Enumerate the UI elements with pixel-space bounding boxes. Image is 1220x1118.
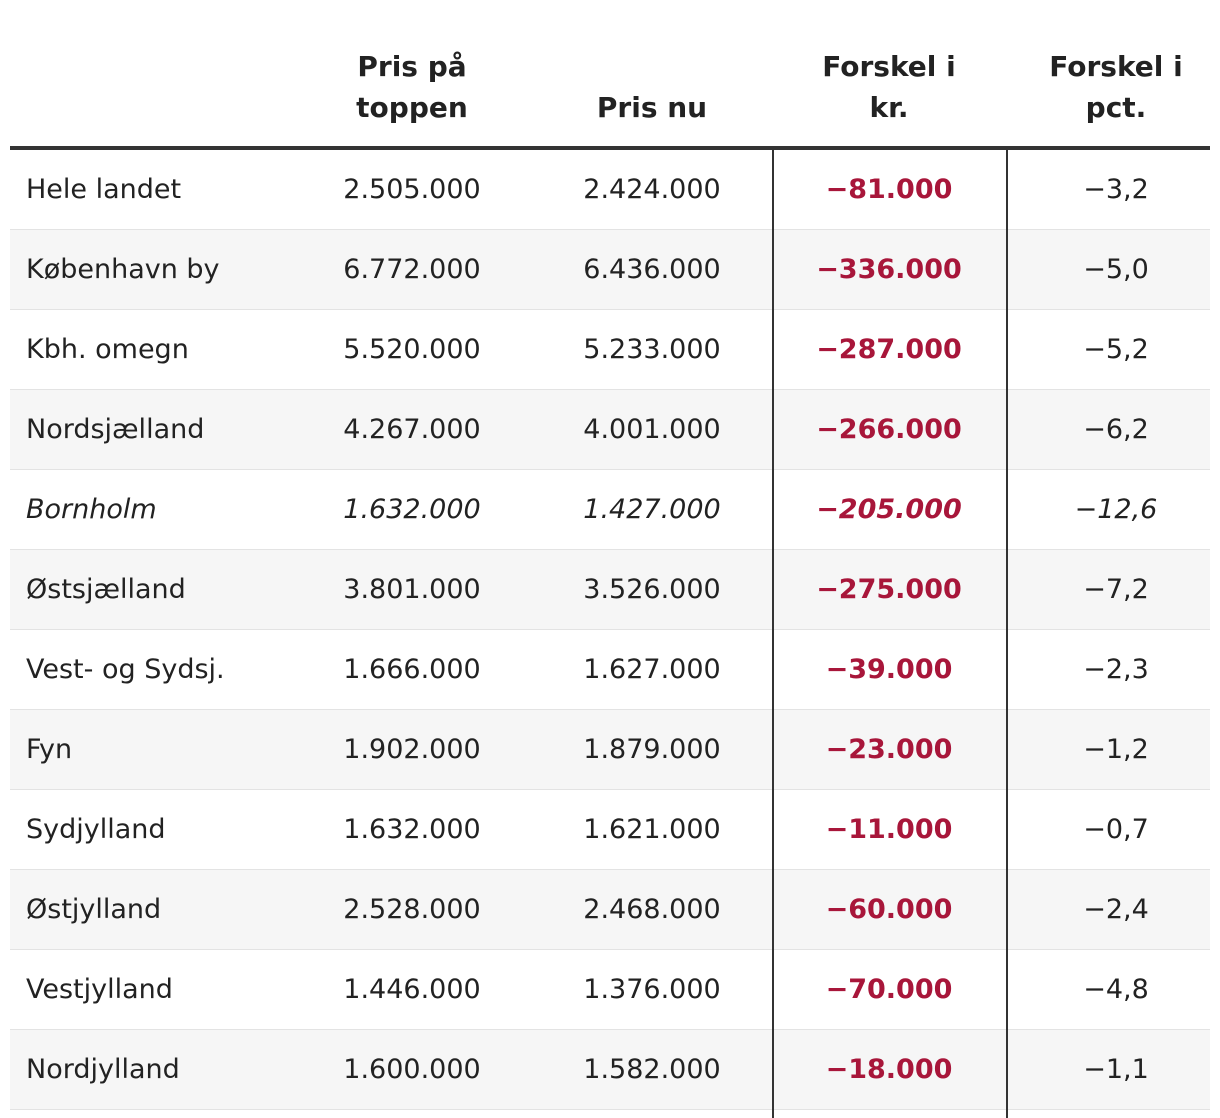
diff-pct-cell: −5,0 xyxy=(1083,254,1149,285)
table-row: Kbh. omegn 5.520.000 5.233.000 −287.000 −5,2 xyxy=(10,310,1210,390)
header-line: pct. xyxy=(1085,91,1147,124)
price-table: Pris på toppen Pris nu Forskel i kr. For… xyxy=(10,0,1210,1110)
diff-kr-cell: −18.000 xyxy=(825,1054,953,1085)
diff-pct-cell: −7,2 xyxy=(1083,574,1149,605)
diff-pct-cell: −2,3 xyxy=(1083,654,1149,685)
table-row: København by 6.772.000 6.436.000 −336.000 −5… xyxy=(10,230,1210,310)
region-cell: Nordjylland xyxy=(26,1054,180,1085)
diff-pct-cell: −0,7 xyxy=(1083,814,1149,845)
table-row: Fyn 1.902.000 1.879.000 −23.000 −1,2 xyxy=(10,710,1210,790)
table-row: Nordjylland 1.600.000 1.582.000 −18.000 −1,1 xyxy=(10,1030,1210,1110)
diff-pct-cell: −2,4 xyxy=(1083,894,1149,925)
diff-pct-cell: −5,2 xyxy=(1083,334,1149,365)
diff-kr-cell: −205.000 xyxy=(816,494,962,525)
diff-pct-cell: −3,2 xyxy=(1083,174,1149,205)
price-top-cell: 6.772.000 xyxy=(343,254,481,285)
header-line: Forskel i xyxy=(1049,50,1183,83)
table-body: Hele landet 2.505.000 2.424.000 −81.000 −3,2… xyxy=(10,150,1210,1110)
diff-pct-cell: −12,6 xyxy=(1074,494,1158,525)
diff-kr-cell: −266.000 xyxy=(816,414,962,445)
table-row: Vestjylland 1.446.000 1.376.000 −70.000 −4,8 xyxy=(10,950,1210,1030)
region-cell: Fyn xyxy=(26,734,73,765)
price-top-cell: 1.666.000 xyxy=(343,654,481,685)
price-now-cell: 1.879.000 xyxy=(583,734,721,765)
diff-kr-cell: −60.000 xyxy=(825,894,953,925)
region-cell: Vestjylland xyxy=(26,974,173,1005)
region-cell: Østsjælland xyxy=(26,574,186,605)
price-top-cell: 2.505.000 xyxy=(343,174,481,205)
diff-kr-cell: −336.000 xyxy=(816,254,962,285)
diff-pct-cell: −1,2 xyxy=(1083,734,1149,765)
diff-pct-cell: −6,2 xyxy=(1083,414,1149,445)
region-cell: Hele landet xyxy=(26,174,182,205)
price-now-cell: 1.427.000 xyxy=(583,494,721,525)
diff-kr-cell: −11.000 xyxy=(825,814,953,845)
price-top-cell: 5.520.000 xyxy=(343,334,481,365)
price-now-cell: 5.233.000 xyxy=(583,334,721,365)
region-cell: København by xyxy=(26,254,220,285)
price-now-cell: 1.582.000 xyxy=(583,1054,721,1085)
price-now-cell: 2.468.000 xyxy=(583,894,721,925)
table-row: Sydjylland 1.632.000 1.621.000 −11.000 −0,7 xyxy=(10,790,1210,870)
region-cell: Østjylland xyxy=(26,894,162,925)
price-top-cell: 2.528.000 xyxy=(343,894,481,925)
price-now-cell: 1.621.000 xyxy=(583,814,721,845)
header-diff-pct: Forskel i pct. xyxy=(1006,46,1220,128)
price-now-cell: 4.001.000 xyxy=(583,414,721,445)
price-now-cell: 6.436.000 xyxy=(583,254,721,285)
price-top-cell: 4.267.000 xyxy=(343,414,481,445)
header-price-at-top: Pris på toppen xyxy=(292,46,532,128)
table-row: Østsjælland 3.801.000 3.526.000 −275.000 −7,… xyxy=(10,550,1210,630)
header-line: toppen xyxy=(356,91,468,124)
price-top-cell: 1.632.000 xyxy=(343,494,481,525)
diff-pct-cell: −4,8 xyxy=(1083,974,1149,1005)
header-line: Forskel i xyxy=(822,50,956,83)
diff-kr-cell: −81.000 xyxy=(825,174,953,205)
price-top-cell: 1.632.000 xyxy=(343,814,481,845)
header-line: Pris på xyxy=(357,50,467,83)
table-header: Pris på toppen Pris nu Forskel i kr. For… xyxy=(10,0,1210,150)
column-divider xyxy=(1006,150,1008,1118)
diff-kr-cell: −275.000 xyxy=(816,574,962,605)
column-divider xyxy=(772,150,774,1118)
price-top-cell: 1.600.000 xyxy=(343,1054,481,1085)
price-now-cell: 3.526.000 xyxy=(583,574,721,605)
price-top-cell: 1.446.000 xyxy=(343,974,481,1005)
header-line: kr. xyxy=(869,91,909,124)
region-cell: Vest- og Sydsj. xyxy=(26,654,225,685)
price-top-cell: 1.902.000 xyxy=(343,734,481,765)
header-price-now: Pris nu xyxy=(532,87,772,128)
price-now-cell: 1.627.000 xyxy=(583,654,721,685)
diff-kr-cell: −287.000 xyxy=(816,334,962,365)
region-cell: Nordsjælland xyxy=(26,414,205,445)
table-row: Hele landet 2.505.000 2.424.000 −81.000 −3,2 xyxy=(10,150,1210,230)
diff-kr-cell: −39.000 xyxy=(825,654,953,685)
diff-pct-cell: −1,1 xyxy=(1083,1054,1149,1085)
header-diff-kr: Forskel i kr. xyxy=(772,46,1006,128)
diff-kr-cell: −70.000 xyxy=(825,974,953,1005)
table-row: Vest- og Sydsj. 1.666.000 1.627.000 −39.000… xyxy=(10,630,1210,710)
price-now-cell: 2.424.000 xyxy=(583,174,721,205)
region-cell: Kbh. omegn xyxy=(26,334,189,365)
table-row: Nordsjælland 4.267.000 4.001.000 −266.000 −6… xyxy=(10,390,1210,470)
region-cell: Sydjylland xyxy=(26,814,166,845)
table-row: Østjylland 2.528.000 2.468.000 −60.000 −2,4 xyxy=(10,870,1210,950)
price-top-cell: 3.801.000 xyxy=(343,574,481,605)
price-now-cell: 1.376.000 xyxy=(583,974,721,1005)
table-row: Bornholm 1.632.000 1.427.000 −205.000 −12,6 xyxy=(10,470,1210,550)
diff-kr-cell: −23.000 xyxy=(825,734,953,765)
region-cell: Bornholm xyxy=(26,494,157,525)
header-line: Pris nu xyxy=(596,91,708,124)
